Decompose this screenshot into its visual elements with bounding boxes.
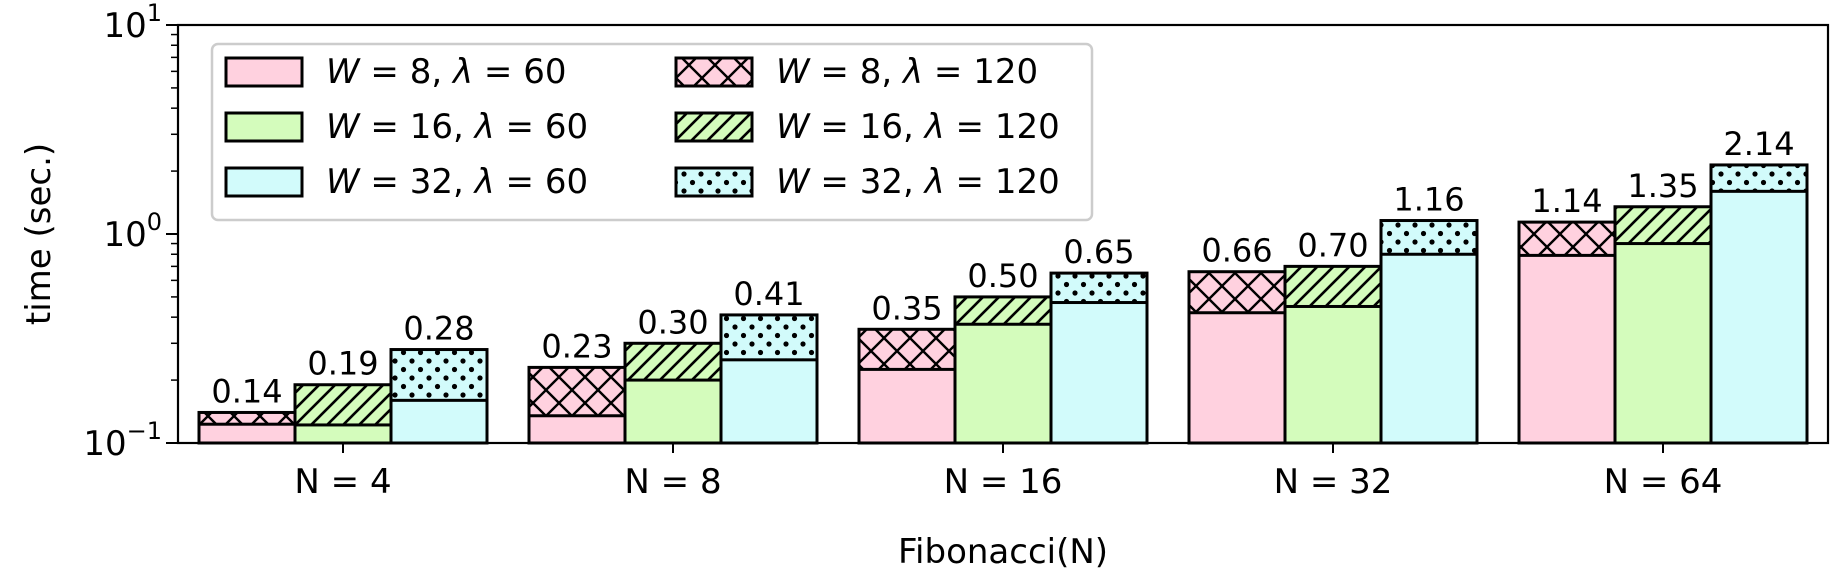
bar-lambda120-hatch bbox=[1519, 222, 1615, 256]
data-label: 0.65 bbox=[1063, 233, 1134, 271]
data-label: 0.14 bbox=[211, 372, 282, 410]
bar-lambda60 bbox=[1283, 304, 1383, 445]
data-label: 2.14 bbox=[1723, 125, 1794, 163]
data-label: 1.14 bbox=[1531, 182, 1602, 220]
bar-lambda120-hatch bbox=[1051, 273, 1147, 303]
bar-lambda60 bbox=[1613, 242, 1713, 445]
data-label: 0.35 bbox=[871, 289, 942, 327]
bar-lambda120-hatch bbox=[1381, 220, 1477, 255]
data-label: 0.28 bbox=[403, 310, 474, 348]
bar-lambda120-hatch bbox=[391, 349, 487, 401]
bar-lambda60 bbox=[623, 378, 723, 445]
data-label: 0.50 bbox=[967, 257, 1038, 295]
bar-lambda120-hatch bbox=[199, 412, 295, 425]
x-tick-label: N = 4 bbox=[294, 462, 391, 502]
data-label: 1.16 bbox=[1393, 181, 1464, 219]
legend-label: W = 8, λ = 120 bbox=[776, 52, 1038, 92]
bar-lambda60 bbox=[719, 358, 819, 445]
legend-swatch-hatch bbox=[674, 111, 754, 143]
bar-lambda60 bbox=[197, 422, 297, 445]
legend-label: W = 16, λ = 60 bbox=[326, 107, 588, 147]
legend-swatch bbox=[224, 111, 304, 143]
bar-lambda60 bbox=[1379, 252, 1479, 445]
bar-lambda60 bbox=[293, 423, 393, 445]
bar-lambda120-hatch bbox=[1189, 271, 1285, 313]
bar-lambda120-hatch bbox=[1615, 206, 1711, 244]
data-label: 0.30 bbox=[637, 303, 708, 341]
bar-lambda60 bbox=[527, 414, 627, 445]
bar-lambda120-hatch bbox=[625, 343, 721, 381]
data-label: 0.19 bbox=[307, 345, 378, 383]
bar-lambda60 bbox=[389, 398, 489, 445]
legend-box bbox=[210, 42, 1094, 222]
axes-layer: N = 4 N = 8 N = 16 N = 32 N = 64 10−1 100 101 bbox=[83, 0, 1830, 502]
x-axis-label: Fibonacci(N) bbox=[898, 532, 1108, 572]
legend-swatch-hatch bbox=[674, 56, 754, 88]
data-label: 0.41 bbox=[733, 275, 804, 313]
bar-lambda120-hatch bbox=[721, 314, 817, 360]
bar-lambda60 bbox=[1187, 311, 1287, 445]
bars-layer: 0.14 0.19 0.28 0.23 0.30 0.41 0.35 0.50 0.65 0.66… bbox=[197, 125, 1809, 445]
y-axis-label: time (sec.) bbox=[19, 143, 59, 325]
legend-swatch bbox=[224, 56, 304, 88]
legend-label: W = 16, λ = 120 bbox=[776, 107, 1060, 147]
legend-label: W = 32, λ = 120 bbox=[776, 162, 1060, 202]
x-tick-label: N = 16 bbox=[944, 462, 1063, 502]
legend-label: W = 32, λ = 60 bbox=[326, 162, 588, 202]
bar-lambda120-hatch bbox=[529, 367, 625, 416]
data-label: 0.70 bbox=[1297, 226, 1368, 264]
bar-lambda120-hatch bbox=[955, 296, 1051, 325]
y-tick-label: 10−1 bbox=[83, 417, 162, 464]
y-tick-label: 100 bbox=[103, 208, 162, 255]
bar-lambda60 bbox=[1049, 301, 1149, 445]
data-label: 0.23 bbox=[541, 327, 612, 365]
x-tick-label: N = 8 bbox=[624, 462, 721, 502]
bar-lambda120-hatch bbox=[1285, 266, 1381, 307]
bar-lambda60 bbox=[1709, 189, 1809, 445]
bar-lambda60 bbox=[857, 367, 957, 445]
data-label: 1.35 bbox=[1627, 167, 1698, 205]
bar-lambda60 bbox=[953, 322, 1053, 445]
bar-lambda120-hatch bbox=[295, 384, 391, 425]
x-tick-label: N = 32 bbox=[1274, 462, 1393, 502]
bar-lambda120-hatch bbox=[859, 329, 955, 370]
data-label: 0.66 bbox=[1201, 232, 1272, 270]
legend-swatch-hatch bbox=[674, 166, 754, 198]
bar-lambda60 bbox=[1517, 253, 1617, 445]
legend: W = 8, λ = 60 W = 16, λ = 60 W = 32, λ = 6… bbox=[210, 42, 1094, 222]
legend-swatch bbox=[224, 166, 304, 198]
legend-label: W = 8, λ = 60 bbox=[326, 52, 566, 92]
x-tick-label: N = 64 bbox=[1604, 462, 1723, 502]
y-tick-label: 101 bbox=[103, 0, 162, 46]
bar-lambda120-hatch bbox=[1711, 164, 1807, 192]
